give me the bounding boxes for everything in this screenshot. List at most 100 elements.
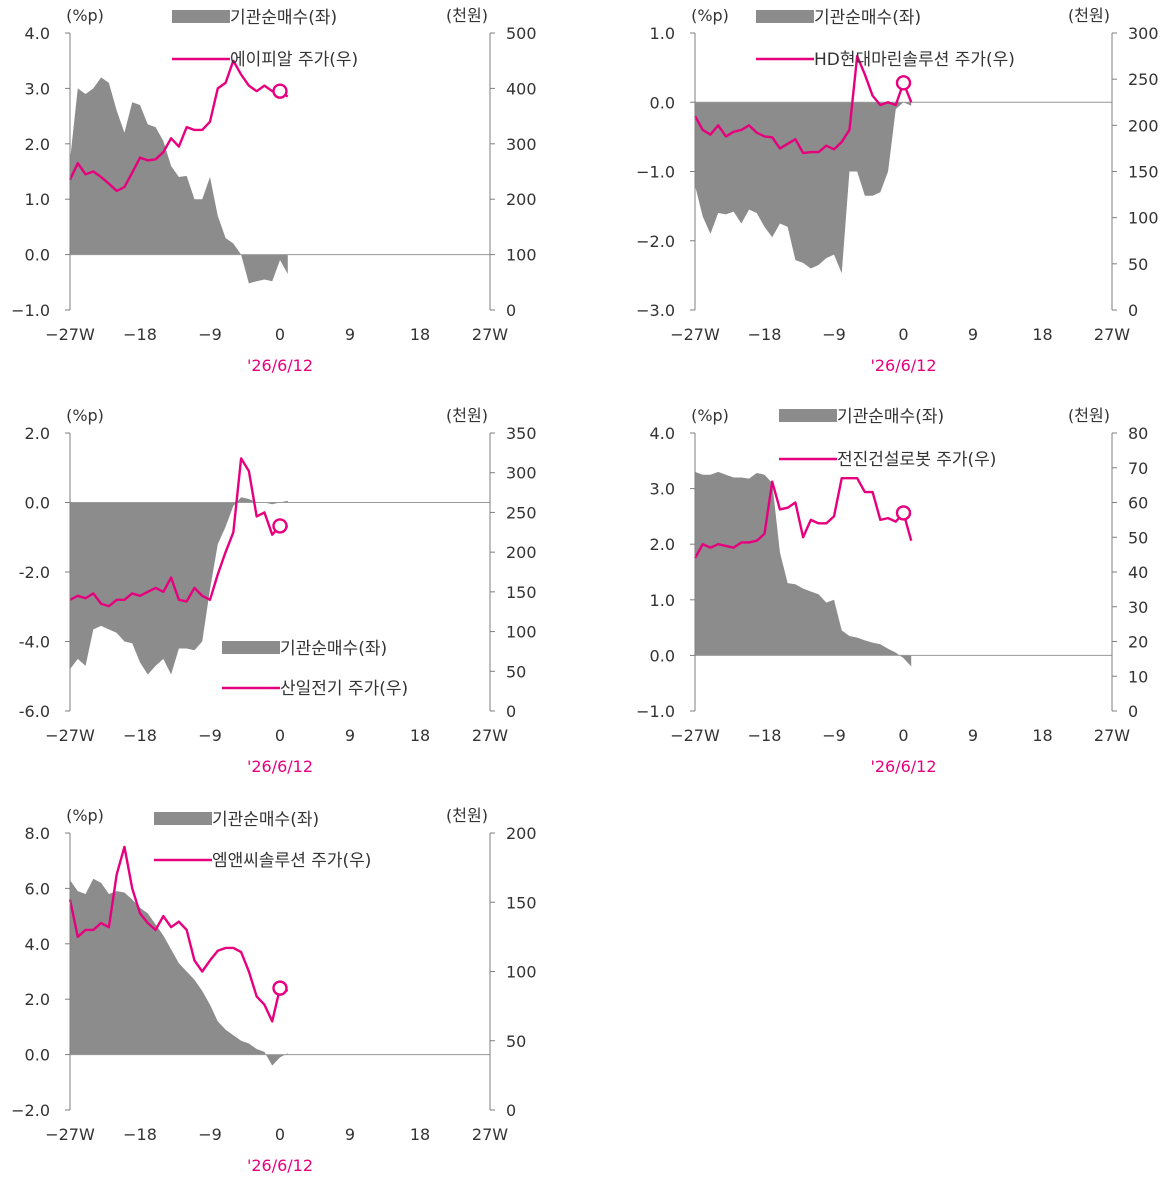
x-tick-label: 9	[345, 1125, 355, 1144]
legend-line-label: HD현대마린솔루션 주가(우)	[814, 50, 1015, 70]
right-tick-label: 100	[1128, 209, 1159, 228]
right-tick-label: 0	[1128, 301, 1138, 320]
left-tick-label: 0.0	[650, 646, 675, 665]
x-tick-label: 0	[898, 325, 908, 344]
x-tick-label: −18	[748, 726, 782, 745]
x-tick-label: −18	[748, 325, 782, 344]
legend-line-label: 전진건설로봇 주가(우)	[837, 450, 996, 470]
legend-area-swatch	[222, 641, 280, 654]
legend-area-swatch	[779, 409, 837, 422]
left-tick-label: −3.0	[636, 301, 675, 320]
legend-line-label: 산일전기 주가(우)	[280, 679, 408, 699]
right-tick-label: 0	[506, 702, 516, 721]
left-tick-label: −1.0	[636, 702, 675, 721]
date-label: '26/6/12	[870, 757, 936, 776]
x-tick-label: −18	[123, 325, 157, 344]
x-tick-label: −9	[198, 325, 222, 344]
right-tick-label: 30	[1128, 598, 1148, 617]
right-tick-label: 300	[506, 464, 537, 483]
right-tick-label: 200	[506, 543, 537, 562]
date-label: '26/6/12	[870, 356, 936, 375]
left-tick-label: 3.0	[25, 79, 50, 98]
x-tick-label: −9	[198, 726, 222, 745]
left-tick-label: 4.0	[25, 24, 50, 43]
x-tick-label: 0	[275, 1125, 285, 1144]
x-tick-label: −27W	[45, 325, 95, 344]
right-tick-label: 100	[506, 623, 537, 642]
area-series-institutional-net-buy	[695, 471, 912, 667]
right-tick-label: 200	[1128, 116, 1159, 135]
right-tick-label: 200	[506, 190, 537, 209]
date-label: '26/6/12	[247, 356, 313, 375]
left-unit-label: (%p)	[66, 406, 104, 425]
left-tick-label: 0.0	[25, 246, 50, 265]
left-tick-label: 2.0	[650, 535, 675, 554]
legend-line-label: 에이피알 주가(우)	[230, 50, 358, 70]
left-unit-label: (%p)	[66, 6, 104, 25]
x-tick-label: −9	[822, 726, 846, 745]
x-tick-label: −18	[123, 726, 157, 745]
legend-area-label: 기관순매수(좌)	[280, 639, 387, 659]
area-series-institutional-net-buy	[70, 878, 288, 1066]
right-tick-label: 500	[506, 24, 537, 43]
left-unit-label: (%p)	[691, 406, 729, 425]
legend-area-swatch	[172, 10, 230, 23]
left-tick-label: 6.0	[25, 879, 50, 898]
right-unit-label: (천원)	[446, 6, 488, 25]
right-tick-label: 80	[1128, 424, 1148, 443]
line-series-stock-price	[693, 476, 913, 559]
x-tick-label: 27W	[472, 1125, 508, 1144]
x-tick-label: 27W	[472, 726, 508, 745]
right-tick-label: 0	[506, 1101, 516, 1120]
right-tick-label: 40	[1128, 563, 1148, 582]
current-point-marker	[895, 505, 912, 521]
current-point-marker	[272, 518, 288, 534]
x-tick-label: −27W	[670, 325, 720, 344]
right-tick-label: 150	[506, 583, 537, 602]
right-tick-label: 20	[1128, 633, 1148, 652]
x-tick-label: 0	[275, 325, 285, 344]
x-tick-label: −27W	[670, 726, 720, 745]
left-tick-label: 2.0	[25, 990, 50, 1009]
left-tick-label: -6.0	[19, 702, 50, 721]
legend-area-swatch	[154, 812, 212, 825]
legend-area-label: 기관순매수(좌)	[230, 8, 337, 28]
left-tick-label: 1.0	[650, 591, 675, 610]
right-tick-label: 150	[506, 893, 537, 912]
right-tick-label: 10	[1128, 667, 1148, 686]
x-tick-label: 0	[898, 726, 908, 745]
right-tick-label: 0	[1128, 702, 1138, 721]
x-tick-label: −18	[123, 1125, 157, 1144]
current-point-marker	[895, 75, 912, 91]
left-tick-label: -4.0	[19, 633, 50, 652]
right-tick-label: 300	[1128, 24, 1159, 43]
right-tick-label: 50	[1128, 528, 1148, 547]
x-tick-label: 9	[345, 726, 355, 745]
right-tick-label: 200	[506, 824, 537, 843]
left-tick-label: −2.0	[11, 1101, 50, 1120]
legend-area-label: 기관순매수(좌)	[814, 8, 921, 28]
current-point-marker	[272, 980, 288, 996]
left-tick-label: 1.0	[650, 24, 675, 43]
x-tick-label: 27W	[472, 325, 508, 344]
right-unit-label: (천원)	[446, 806, 488, 825]
right-tick-label: 70	[1128, 459, 1148, 478]
x-tick-label: 0	[275, 726, 285, 745]
x-tick-label: 27W	[1094, 726, 1130, 745]
date-label: '26/6/12	[247, 757, 313, 776]
left-tick-label: 1.0	[25, 190, 50, 209]
x-tick-label: 9	[968, 325, 978, 344]
right-tick-label: 60	[1128, 494, 1148, 513]
x-tick-label: −9	[822, 325, 846, 344]
right-tick-label: 150	[1128, 163, 1159, 182]
legend-area-swatch	[756, 10, 814, 23]
right-tick-label: 400	[506, 79, 537, 98]
left-tick-label: −1.0	[11, 301, 50, 320]
x-tick-label: 18	[1032, 726, 1052, 745]
left-tick-label: 4.0	[650, 424, 675, 443]
right-tick-label: 100	[506, 963, 537, 982]
x-tick-label: 9	[345, 325, 355, 344]
